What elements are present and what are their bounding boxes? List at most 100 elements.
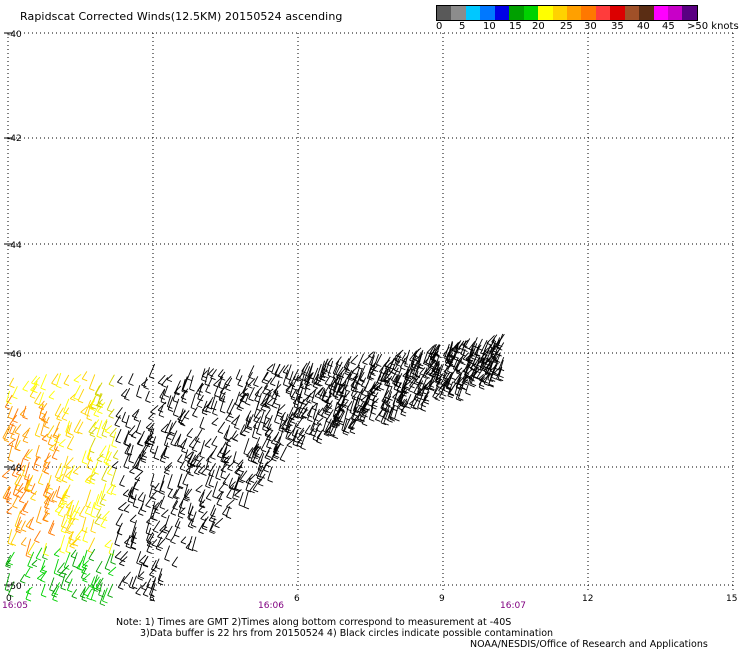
wind-barb <box>302 399 311 409</box>
wind-barb <box>237 375 243 386</box>
wind-barb-flag <box>247 385 253 389</box>
wind-barb <box>62 488 68 497</box>
wind-barb <box>208 512 215 521</box>
wind-barb-flag <box>372 369 379 373</box>
wind-barb <box>316 417 324 424</box>
wind-barb <box>371 385 379 396</box>
wind-barb <box>205 377 213 392</box>
wind-barb <box>498 356 505 369</box>
wind-barb-flag <box>300 447 306 451</box>
wind-barb-flag <box>56 385 62 389</box>
footnote-line-1: Note: 1) Times are GMT 2)Times along bot… <box>116 617 512 628</box>
wind-barb <box>164 462 173 470</box>
wind-barb <box>95 399 103 406</box>
wind-barb-flag <box>130 435 137 439</box>
wind-barb-flag <box>217 431 224 434</box>
wind-barb <box>493 352 498 363</box>
wind-barb <box>311 389 316 402</box>
wind-barb <box>25 586 33 593</box>
wind-barb <box>126 444 132 454</box>
wind-barb-flag <box>357 404 363 408</box>
wind-barb <box>423 351 428 363</box>
wind-barb <box>81 564 87 573</box>
wind-barb <box>213 377 222 386</box>
wind-barb <box>150 490 158 498</box>
wind-barb <box>106 483 114 493</box>
wind-barb-flag <box>214 394 220 398</box>
wind-barb <box>266 398 273 405</box>
wind-barb <box>483 372 491 384</box>
wind-barb-flag <box>179 512 186 516</box>
wind-barb-flag <box>212 496 218 499</box>
wind-barb <box>159 523 167 531</box>
wind-barb-flag <box>324 401 330 405</box>
wind-barb-flag <box>254 394 261 398</box>
wind-barb-flag <box>78 568 84 571</box>
wind-barb-flag <box>251 460 257 464</box>
wind-barb-flag <box>56 496 62 499</box>
wind-barb <box>20 503 27 514</box>
wind-barb <box>291 374 299 389</box>
wind-barb-flag <box>45 491 51 495</box>
wind-barb-flag <box>140 509 147 513</box>
wind-barb-flag <box>202 527 208 531</box>
wind-barb <box>332 360 340 374</box>
wind-barb-flag <box>166 379 173 383</box>
wind-barb <box>80 406 88 413</box>
wind-barb <box>270 433 279 443</box>
wind-barb <box>96 420 103 437</box>
wind-barb-flag <box>392 408 398 412</box>
wind-barb <box>119 475 125 485</box>
wind-barb-flag <box>65 465 72 469</box>
wind-barb <box>172 398 180 415</box>
wind-barb-flag <box>146 540 152 543</box>
wind-barb <box>314 387 324 397</box>
wind-barb <box>174 487 180 497</box>
wind-barb <box>210 395 216 409</box>
wind-barb <box>66 501 73 519</box>
wind-barb <box>428 375 434 389</box>
wind-barb <box>228 481 236 489</box>
wind-barb <box>157 568 163 580</box>
wind-barb <box>197 464 206 473</box>
wind-barb-flag <box>55 476 61 480</box>
colorbar-label: 5 <box>459 21 466 32</box>
wind-barb-flag <box>248 459 254 463</box>
wind-barb <box>251 424 257 438</box>
wind-barb-flag <box>61 480 68 483</box>
wind-barb <box>51 446 58 458</box>
wind-barb-flag <box>210 529 216 533</box>
wind-barb-flag <box>401 389 407 393</box>
wind-barb <box>198 522 205 532</box>
wind-barb-flag <box>432 361 438 365</box>
wind-barb <box>383 370 389 380</box>
footnote-line-2: 3)Data buffer is 22 hrs from 20150524 4)… <box>140 628 554 639</box>
wind-barb-flag <box>58 575 65 578</box>
wind-barb <box>7 529 13 544</box>
wind-barb <box>145 497 152 506</box>
wind-barb <box>403 374 409 392</box>
wind-barb-flag <box>470 383 477 387</box>
wind-barb <box>448 356 455 366</box>
wind-barb <box>364 392 371 409</box>
wind-barb <box>456 371 463 383</box>
wind-barb <box>335 356 342 365</box>
wind-barb <box>470 366 476 376</box>
chart-title: Rapidscat Corrected Winds(12.5KM) 201505… <box>20 10 343 23</box>
wind-barb <box>428 373 435 386</box>
wind-barb-flag <box>314 395 321 399</box>
wind-barb <box>239 388 248 396</box>
wind-barb <box>174 435 181 446</box>
wind-barb <box>216 491 223 498</box>
wind-barb-flag <box>150 451 156 454</box>
wind-barb-flag <box>300 415 307 419</box>
wind-barb <box>395 367 402 382</box>
wind-barb <box>69 539 77 547</box>
wind-barb-flag <box>166 437 172 440</box>
wind-barb-flag <box>414 374 421 378</box>
wind-barb <box>28 516 34 529</box>
wind-barb <box>451 342 459 351</box>
wind-barb-flag <box>40 387 46 391</box>
wind-speed-colorbar <box>436 5 698 21</box>
wind-barb-flag <box>288 417 294 420</box>
